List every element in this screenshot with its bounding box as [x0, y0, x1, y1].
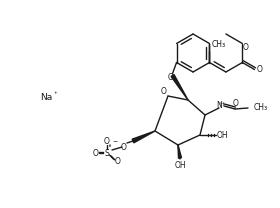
- Text: O: O: [121, 142, 127, 151]
- Text: −: −: [112, 139, 117, 144]
- Polygon shape: [178, 145, 181, 158]
- Text: O: O: [233, 99, 239, 109]
- Text: O: O: [256, 65, 262, 74]
- Text: O: O: [242, 43, 248, 52]
- Text: OH: OH: [174, 161, 186, 170]
- Text: O: O: [93, 149, 99, 157]
- Text: N: N: [216, 100, 222, 109]
- Text: CH₃: CH₃: [211, 40, 226, 49]
- Text: O: O: [168, 73, 174, 82]
- Text: CH₃: CH₃: [254, 104, 268, 113]
- Text: H: H: [220, 103, 224, 108]
- Text: OH: OH: [216, 130, 228, 140]
- Text: Na: Na: [40, 94, 52, 103]
- Text: O: O: [161, 87, 167, 95]
- Text: ⁺: ⁺: [54, 92, 58, 98]
- Polygon shape: [132, 131, 155, 143]
- Text: O: O: [115, 157, 121, 166]
- Text: S: S: [105, 149, 109, 157]
- Text: O: O: [104, 137, 110, 146]
- Polygon shape: [171, 74, 188, 100]
